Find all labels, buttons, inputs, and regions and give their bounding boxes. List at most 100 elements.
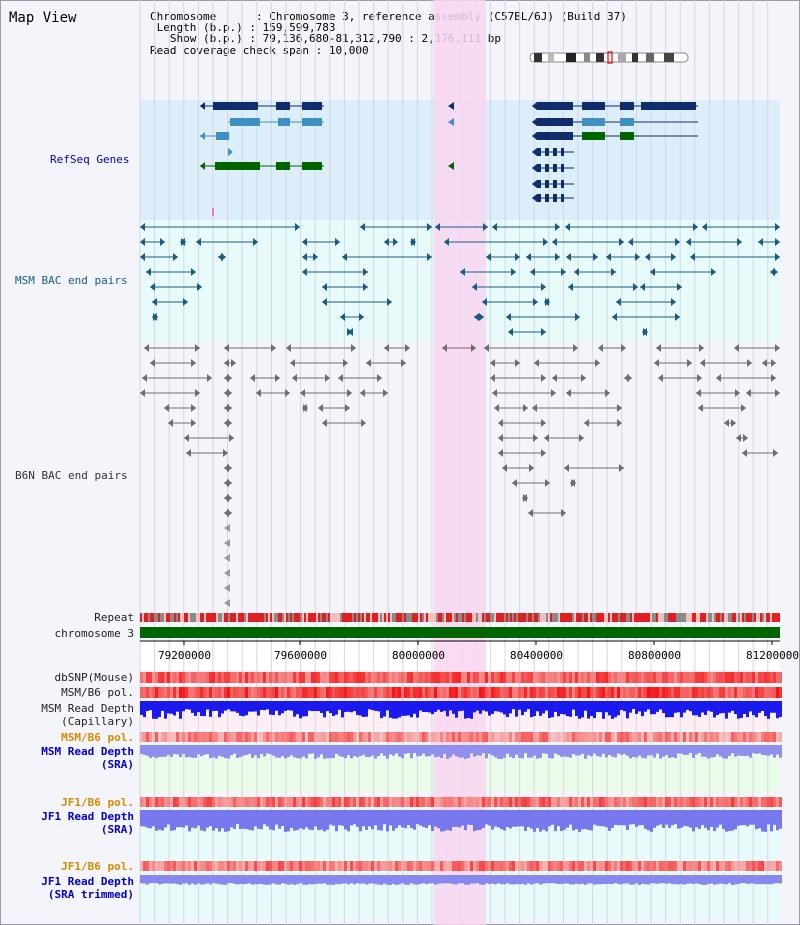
gene-exon: [553, 194, 557, 202]
heat-band: [650, 672, 653, 683]
depth-bar: [512, 701, 515, 710]
depth-bar: [776, 875, 779, 884]
heat-band: [437, 797, 440, 807]
bac-end: [295, 223, 300, 231]
heat-band: [731, 797, 734, 807]
heat-band: [488, 861, 491, 871]
depth-bar: [554, 745, 557, 754]
heat-band: [596, 672, 599, 683]
heat-band: [512, 672, 515, 683]
heat-band: [563, 687, 566, 698]
repeat-band: [550, 613, 552, 622]
heat-band: [569, 797, 572, 807]
repeat-band: [500, 613, 502, 622]
repeat-band: [296, 613, 298, 622]
heat-band: [560, 861, 563, 871]
depth-bar: [773, 875, 776, 884]
heat-band: [176, 672, 179, 683]
depth-bar: [440, 810, 443, 832]
repeat-band: [142, 613, 144, 622]
heat-band: [257, 797, 260, 807]
heat-band: [662, 732, 665, 742]
repeat-band: [188, 613, 190, 622]
heat-band: [281, 732, 284, 742]
gene-exon: [561, 194, 564, 202]
bac-end: [340, 313, 345, 321]
highlight-region[interactable]: [434, 0, 486, 925]
repeat-band: [398, 613, 400, 622]
bac-end: [227, 419, 232, 427]
heat-band: [335, 797, 338, 807]
heat-band: [170, 672, 173, 683]
heat-band: [749, 797, 752, 807]
repeat-band: [670, 613, 672, 622]
heat-band: [479, 797, 482, 807]
b6n-bac-pairs[interactable]: [140, 344, 780, 607]
heat-band: [608, 672, 611, 683]
gene-exon: [537, 102, 573, 110]
heat-band: [632, 797, 635, 807]
depth-bar: [632, 701, 635, 710]
depth-bar: [173, 810, 176, 831]
heat-band: [398, 687, 401, 698]
repeat-band: [314, 613, 316, 622]
heat-band: [542, 672, 545, 683]
heat-band: [317, 687, 320, 698]
heat-band: [278, 861, 281, 871]
bac-end: [512, 479, 517, 487]
heat-band: [683, 672, 686, 683]
repeat-band: [190, 613, 192, 622]
bac-end: [545, 298, 550, 306]
bac-end: [442, 344, 447, 352]
heat-band: [758, 672, 761, 683]
heat-band: [188, 861, 191, 871]
heat-band: [500, 672, 503, 683]
heat-band: [512, 687, 515, 698]
heat-band: [686, 732, 689, 742]
repeat-band: [340, 613, 342, 622]
repeat-band: [622, 613, 624, 622]
depth-bar: [362, 701, 365, 717]
heat-band: [278, 672, 281, 683]
repeat-band: [692, 613, 694, 622]
heat-band: [194, 672, 197, 683]
heat-band: [524, 672, 527, 683]
depth-bar: [257, 875, 260, 885]
bac-end: [347, 328, 352, 336]
repeat-band: [508, 613, 510, 622]
repeat-band: [172, 613, 174, 622]
repeat-band: [162, 613, 164, 622]
repeat-band: [548, 613, 550, 622]
depth-bar: [581, 701, 584, 718]
heat-band: [152, 732, 155, 742]
depth-bar: [329, 745, 332, 759]
msm-bac-pairs[interactable]: [140, 223, 780, 336]
repeat-band: [592, 613, 594, 622]
heat-band: [428, 861, 431, 871]
heat-band: [524, 687, 527, 698]
repeat-band: [154, 613, 156, 622]
heat-band: [515, 732, 518, 742]
repeat-band: [468, 613, 470, 622]
heat-band: [566, 672, 569, 683]
depth-bar: [413, 810, 416, 830]
chromosome-ideogram[interactable]: [529, 51, 689, 64]
heat-band: [461, 687, 464, 698]
heat-band: [647, 687, 650, 698]
heat-band: [446, 732, 449, 742]
bac-end: [227, 464, 232, 472]
heat-band: [710, 797, 713, 807]
gene-exon: [230, 118, 260, 126]
heat-band: [698, 861, 701, 871]
refseq-gene-glyphs[interactable]: [200, 102, 698, 216]
depth-bar: [455, 701, 458, 718]
depth-bar: [263, 810, 266, 825]
depth-bar: [440, 875, 443, 884]
depth-bar: [590, 810, 593, 831]
depth-bar: [737, 745, 740, 756]
heat-band: [314, 797, 317, 807]
repeat-band: [576, 613, 578, 622]
msm-depth-sra-sub: (SRA): [100, 758, 134, 771]
depth-bar: [515, 701, 518, 717]
